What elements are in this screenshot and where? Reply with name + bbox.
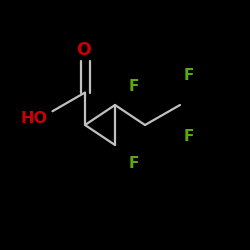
Text: F: F — [184, 68, 194, 82]
Text: F: F — [128, 156, 139, 171]
Text: F: F — [128, 79, 139, 94]
Text: F: F — [184, 129, 194, 144]
Text: HO: HO — [20, 111, 47, 126]
Text: O: O — [76, 41, 91, 59]
